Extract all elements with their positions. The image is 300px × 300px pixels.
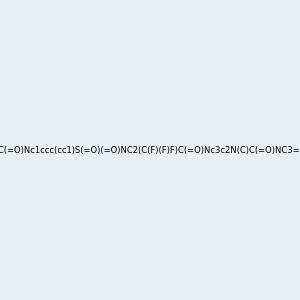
Text: CC(=O)Nc1ccc(cc1)S(=O)(=O)NC2(C(F)(F)F)C(=O)Nc3c2N(C)C(=O)NC3=O: CC(=O)Nc1ccc(cc1)S(=O)(=O)NC2(C(F)(F)F)C… bbox=[0, 146, 300, 154]
